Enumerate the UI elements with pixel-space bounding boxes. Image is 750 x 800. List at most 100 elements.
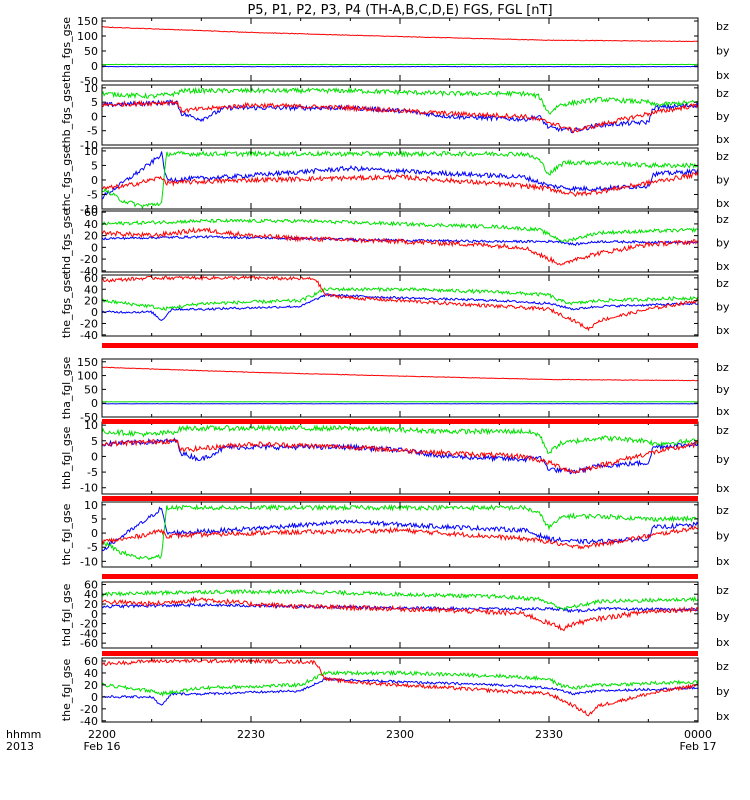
y-tick-label: 60 bbox=[84, 206, 98, 219]
series-line-bz bbox=[102, 524, 698, 550]
legend-bx: bx bbox=[716, 555, 730, 568]
separator-bar bbox=[102, 651, 698, 656]
x-tick-label: 2330 bbox=[535, 728, 563, 741]
y-tick-label: -5 bbox=[87, 188, 98, 201]
legend-bx: bx bbox=[716, 405, 730, 418]
series-line-by bbox=[102, 588, 698, 611]
x-tick-label: 2300 bbox=[386, 728, 414, 741]
panel-frame bbox=[101, 581, 699, 649]
separator-bar bbox=[102, 419, 698, 424]
legend-bz: bz bbox=[716, 660, 729, 673]
y-tick-label: -20 bbox=[80, 317, 98, 330]
y-tick-label: 0 bbox=[91, 608, 98, 621]
legend-bz: bz bbox=[716, 361, 729, 374]
y-tick-label: 0 bbox=[91, 174, 98, 187]
y-tick-label: -40 bbox=[80, 627, 98, 640]
series-line-bx bbox=[102, 99, 698, 134]
y-tick-label: 0 bbox=[91, 60, 98, 73]
series-line-by bbox=[102, 669, 698, 697]
panel-frame bbox=[101, 421, 699, 495]
legend-bz: bz bbox=[716, 504, 729, 517]
y-tick-label: 0 bbox=[91, 527, 98, 540]
x-tick-label: 0000 bbox=[684, 728, 712, 741]
series-line-bx bbox=[102, 602, 698, 614]
y-tick-label: 40 bbox=[84, 283, 98, 296]
y-tick-label: -40 bbox=[80, 329, 98, 342]
legend-bz: bz bbox=[716, 150, 729, 163]
series-line-by bbox=[102, 503, 698, 561]
legend-by: by bbox=[716, 610, 730, 623]
panel-frame bbox=[101, 17, 699, 82]
legend-bz: bz bbox=[716, 213, 729, 226]
y-tick-label: -5 bbox=[87, 541, 98, 554]
series-line-bz bbox=[102, 226, 698, 266]
panel-thc_fgs_gse: -10 -50 510 thc_fgs_gse bz by bx bbox=[60, 145, 730, 216]
panel-label: thd_fgl_gse bbox=[60, 583, 73, 646]
y-tick-label: 0 bbox=[91, 691, 98, 704]
panel-label: thc_fgl_gse bbox=[60, 503, 73, 565]
x-tick-date-label: Feb 16 bbox=[84, 740, 121, 753]
legend-bx: bx bbox=[716, 69, 730, 82]
series-line-bz bbox=[102, 438, 698, 474]
panel-label: thd_fgs_gse bbox=[60, 209, 73, 275]
legend-bz: bz bbox=[716, 584, 729, 597]
y-tick-label: 5 bbox=[91, 435, 98, 448]
panel-label: tha_fgl_gse bbox=[60, 357, 73, 420]
y-tick-label: 0 bbox=[91, 110, 98, 123]
x-axis-row1-label: hhmm bbox=[6, 728, 41, 741]
y-tick-label: 150 bbox=[77, 356, 98, 369]
y-tick-label: 0 bbox=[91, 450, 98, 463]
y-tick-label: -5 bbox=[87, 125, 98, 138]
y-tick-label: 20 bbox=[84, 230, 98, 243]
y-tick-label: 20 bbox=[84, 295, 98, 308]
y-tick-label: -10 bbox=[80, 482, 98, 495]
legend-bx: bx bbox=[716, 133, 730, 146]
separator-bar bbox=[102, 574, 698, 579]
y-tick-label: 50 bbox=[84, 383, 98, 396]
legend-by: by bbox=[716, 110, 730, 123]
y-tick-label: 100 bbox=[77, 30, 98, 43]
y-tick-label: 40 bbox=[84, 667, 98, 680]
y-tick-label: 100 bbox=[77, 370, 98, 383]
y-tick-label: -20 bbox=[80, 618, 98, 631]
panel-label: thb_fgs_gse bbox=[60, 82, 73, 148]
y-tick-label: 20 bbox=[84, 679, 98, 692]
legend-bx: bx bbox=[716, 636, 730, 649]
y-tick-label: 20 bbox=[84, 598, 98, 611]
series-line-by bbox=[102, 218, 698, 243]
y-tick-label: -10 bbox=[80, 555, 98, 568]
y-tick-label: 60 bbox=[84, 272, 98, 285]
panel-label: tha_fgs_gse bbox=[60, 17, 73, 82]
legend-bz: bz bbox=[716, 87, 729, 100]
legend-bz: bz bbox=[716, 20, 729, 33]
y-tick-label: -50 bbox=[80, 411, 98, 424]
legend-bx: bx bbox=[716, 197, 730, 210]
series-line-bz bbox=[102, 366, 698, 382]
panel-thb_fgl_gse: -10 -5 0 5 10 thb_fgl_gse bz by bx bbox=[60, 419, 730, 495]
legend-by: by bbox=[716, 383, 730, 396]
y-tick-label: -20 bbox=[80, 253, 98, 266]
legend-bz: bz bbox=[716, 424, 729, 437]
panel-label: the_fgs_gse bbox=[60, 273, 73, 338]
series-line-bz bbox=[102, 595, 698, 632]
separator-bar bbox=[102, 343, 698, 348]
panel-label: the_fgl_gse bbox=[60, 659, 73, 722]
panel-tha_fgs_gse: -50 0 50 100 150 tha_fgs_gse bz by bx bbox=[60, 15, 730, 88]
y-tick-label: 0 bbox=[91, 397, 98, 410]
y-tick-label: 60 bbox=[84, 578, 98, 591]
y-tick-label: -40 bbox=[80, 715, 98, 728]
y-tick-label: 40 bbox=[84, 218, 98, 231]
legend-by: by bbox=[716, 530, 730, 543]
series-line-bz bbox=[102, 170, 698, 198]
separator-bar bbox=[102, 496, 698, 501]
series-line-by bbox=[102, 286, 698, 311]
y-tick-label: -5 bbox=[87, 466, 98, 479]
legend-by: by bbox=[716, 301, 730, 314]
legend-by: by bbox=[716, 453, 730, 466]
